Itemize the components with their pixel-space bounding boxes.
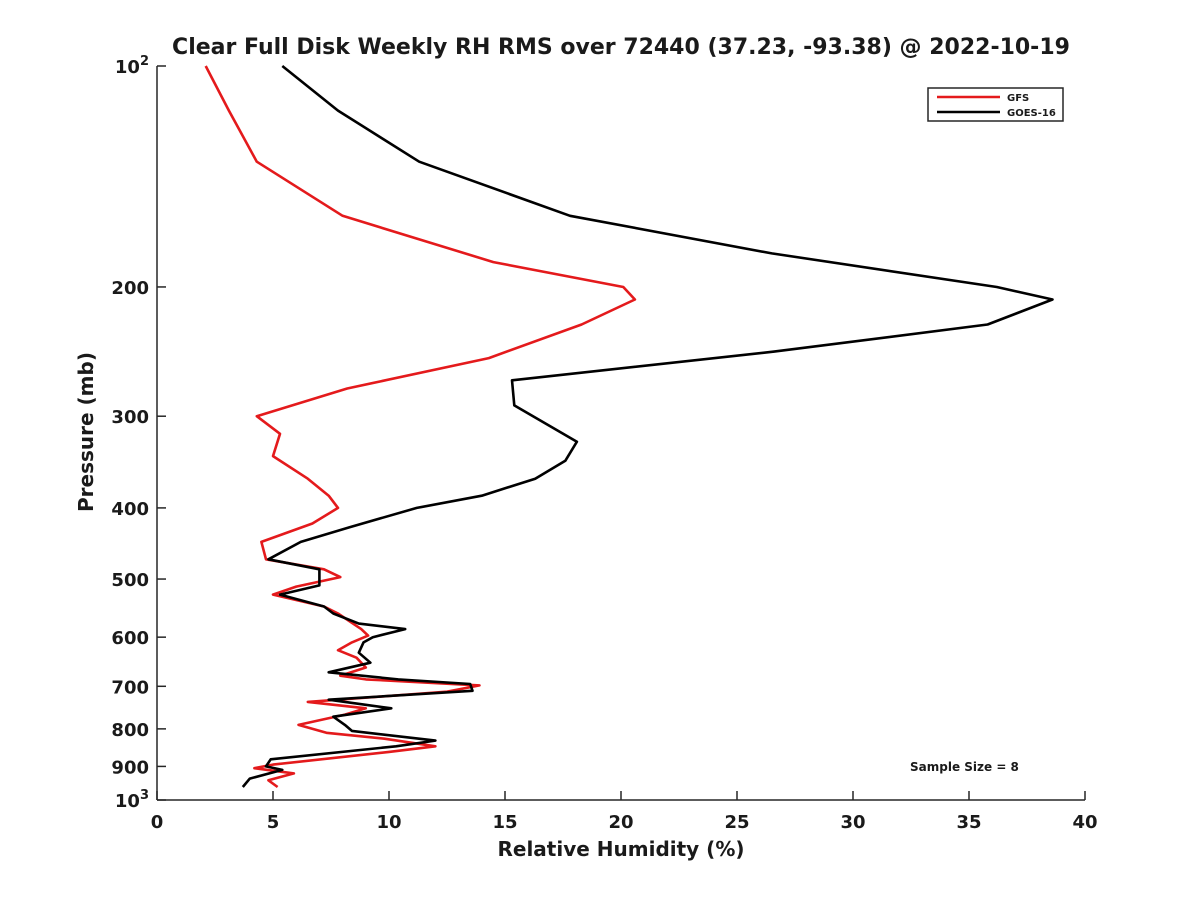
y-tick-base: 10	[115, 791, 140, 812]
legend-label: GOES-16	[1007, 108, 1056, 119]
legend: GFS GOES-16	[927, 87, 1064, 122]
y-axis-label: Pressure (mb)	[74, 352, 98, 512]
sample-size-note: Sample Size = 8	[910, 760, 1019, 774]
series-line-gfs	[204, 65, 637, 789]
plot-area: 0 5 10 15 20 25 30 35 40 10220030040050060070080…	[111, 54, 1097, 833]
y-tick-base: 600	[111, 628, 149, 649]
series-layer	[204, 64, 1054, 789]
x-tick-label: 10	[376, 812, 401, 833]
y-tick-label: 400	[111, 499, 149, 520]
x-tick-label: 15	[492, 812, 517, 833]
x-tick-label: 25	[724, 812, 749, 833]
y-tick-base: 800	[111, 720, 149, 741]
x-axis-label: Relative Humidity (%)	[497, 837, 744, 861]
y-tick-label: 500	[111, 570, 149, 591]
y-tick-label: 800	[111, 720, 149, 741]
y-tick-base: 10	[115, 57, 140, 78]
y-tick-base: 300	[111, 407, 149, 428]
y-tick-label: 200	[111, 278, 149, 299]
y-tick-base: 400	[111, 499, 149, 520]
x-tick-label: 40	[1072, 812, 1097, 833]
chart-title: Clear Full Disk Weekly RH RMS over 72440…	[172, 35, 1070, 60]
x-tick-label: 0	[151, 812, 164, 833]
x-tick-label: 5	[267, 812, 280, 833]
y-tick-label: 900	[111, 757, 149, 778]
legend-box	[927, 87, 1064, 122]
y-tick-base: 500	[111, 570, 149, 591]
y-tick-label: 103	[115, 788, 149, 812]
y-tick-base: 900	[111, 757, 149, 778]
y-tick-label: 600	[111, 628, 149, 649]
y-tick-exponent: 3	[140, 788, 149, 803]
y-tick-label: 102	[115, 54, 149, 78]
y-tick-exponent: 2	[140, 54, 149, 69]
x-tick-label: 35	[956, 812, 981, 833]
y-tick-label: 300	[111, 407, 149, 428]
x-tick-label: 20	[608, 812, 633, 833]
y-tick-label: 700	[111, 677, 149, 698]
x-axis-ticks: 0 5 10 15 20 25 30 35 40	[151, 791, 1098, 833]
legend-label: GFS	[1007, 93, 1029, 104]
series-line-goes-16	[241, 64, 1054, 788]
x-tick-label: 30	[840, 812, 865, 833]
y-tick-base: 200	[111, 278, 149, 299]
y-tick-base: 700	[111, 677, 149, 698]
